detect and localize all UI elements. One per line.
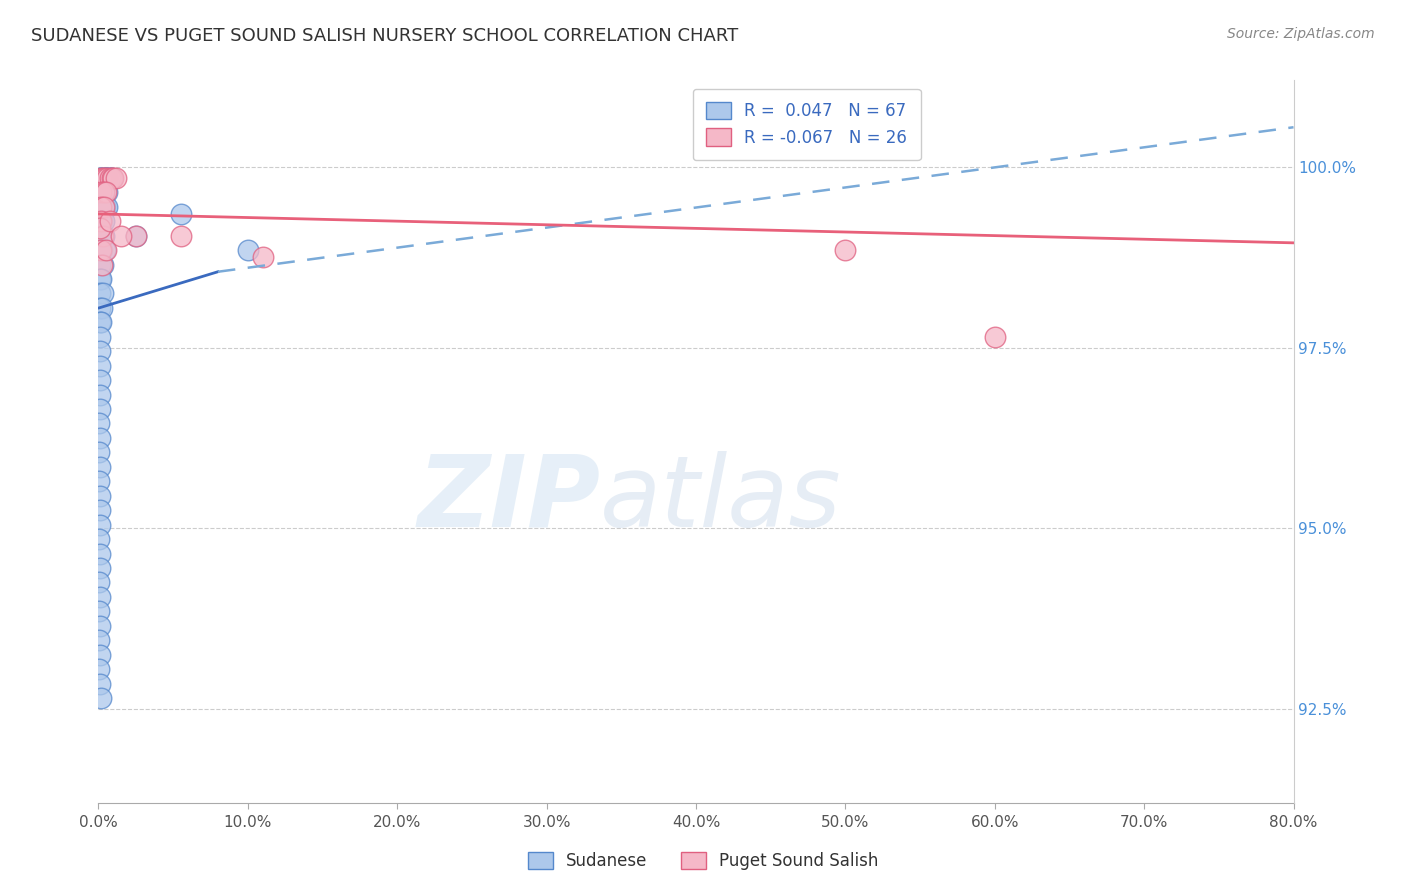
Point <box>91 228 114 243</box>
Point <box>91 258 114 272</box>
Point <box>94 186 117 200</box>
Point <box>101 170 124 185</box>
Point <box>90 214 112 228</box>
Point <box>89 517 111 532</box>
Point <box>89 445 111 459</box>
Point <box>89 186 111 200</box>
Point <box>94 170 117 185</box>
Point <box>89 344 111 359</box>
Point <box>96 170 118 185</box>
Point <box>89 221 111 235</box>
Point <box>110 228 132 243</box>
Point <box>91 170 114 185</box>
Point <box>98 170 121 185</box>
Point <box>91 228 114 243</box>
Point <box>89 286 111 301</box>
Point <box>93 228 115 243</box>
Point <box>89 662 111 676</box>
Point <box>93 186 115 200</box>
Point <box>98 214 122 228</box>
Point <box>169 207 191 221</box>
Point <box>89 459 111 474</box>
Point <box>89 547 111 561</box>
Point <box>90 214 112 228</box>
Point <box>89 431 111 445</box>
Point <box>91 243 114 257</box>
Point <box>90 186 112 200</box>
Point <box>834 243 856 257</box>
Point <box>96 170 118 185</box>
Point <box>90 301 112 315</box>
Text: atlas: atlas <box>600 450 842 548</box>
Point <box>89 387 111 401</box>
Point <box>125 228 148 243</box>
Point <box>98 170 122 185</box>
Point <box>236 243 259 257</box>
Point <box>90 200 112 214</box>
Point <box>89 475 111 489</box>
Point <box>89 330 111 344</box>
Point <box>91 258 114 272</box>
Point <box>89 590 111 604</box>
Point <box>89 243 111 257</box>
Point <box>96 186 118 200</box>
Point <box>89 417 111 431</box>
Point <box>89 648 111 662</box>
Point <box>90 272 112 286</box>
Point <box>89 359 111 373</box>
Point <box>104 170 127 185</box>
Point <box>93 214 115 228</box>
Point <box>89 489 111 503</box>
Point <box>89 258 111 272</box>
Point <box>94 243 117 257</box>
Point <box>89 604 111 618</box>
Point <box>93 170 115 185</box>
Point <box>89 301 111 315</box>
Point <box>125 228 148 243</box>
Point <box>103 170 125 185</box>
Point <box>89 619 111 633</box>
Point <box>94 243 117 257</box>
Text: ZIP: ZIP <box>418 450 600 548</box>
Point <box>90 691 112 706</box>
Point <box>93 200 115 214</box>
Point <box>101 170 124 185</box>
Point <box>89 633 111 648</box>
Text: Source: ZipAtlas.com: Source: ZipAtlas.com <box>1227 27 1375 41</box>
Point <box>89 228 111 243</box>
Legend: Sudanese, Puget Sound Salish: Sudanese, Puget Sound Salish <box>522 845 884 877</box>
Legend: R =  0.047   N = 67, R = -0.067   N = 26: R = 0.047 N = 67, R = -0.067 N = 26 <box>693 88 921 160</box>
Point <box>89 402 111 417</box>
Point <box>90 243 112 257</box>
Point <box>89 373 111 387</box>
Point <box>91 286 114 301</box>
Point <box>89 561 111 575</box>
Point <box>89 503 111 517</box>
Point <box>89 575 111 590</box>
Point <box>252 250 274 264</box>
Point <box>89 272 111 286</box>
Point <box>91 170 114 185</box>
Point <box>90 186 112 200</box>
Point <box>93 170 115 185</box>
Point <box>169 228 191 243</box>
Point <box>90 170 112 185</box>
Point <box>89 532 111 546</box>
Point <box>89 676 111 690</box>
Point <box>89 214 111 228</box>
Point <box>93 186 115 200</box>
Text: SUDANESE VS PUGET SOUND SALISH NURSERY SCHOOL CORRELATION CHART: SUDANESE VS PUGET SOUND SALISH NURSERY S… <box>31 27 738 45</box>
Point <box>89 200 111 214</box>
Point <box>96 200 118 214</box>
Point <box>90 315 112 329</box>
Point <box>90 170 112 185</box>
Point <box>89 170 111 185</box>
Point <box>94 200 117 214</box>
Point <box>984 330 1007 344</box>
Point <box>91 200 114 214</box>
Point <box>97 170 120 185</box>
Point <box>94 170 117 185</box>
Point <box>89 315 111 329</box>
